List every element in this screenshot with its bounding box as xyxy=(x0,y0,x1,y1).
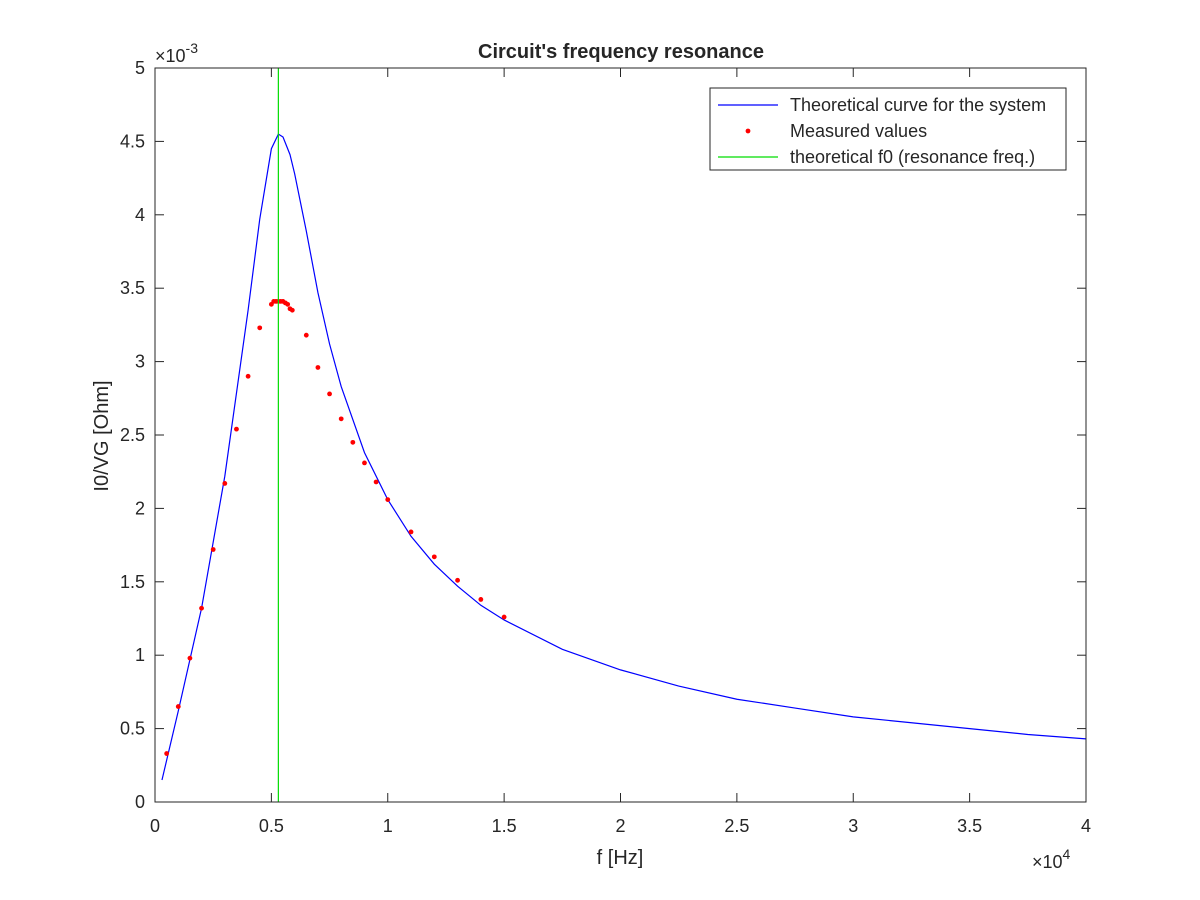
legend-label-resonance-frequency: theoretical f0 (resonance freq.) xyxy=(790,147,1035,167)
data-point xyxy=(385,497,391,502)
y-tick-label: 1.5 xyxy=(120,572,145,592)
y-tick-label: 1 xyxy=(135,645,145,665)
legend-label-measured-values: Measured values xyxy=(790,121,927,141)
data-point xyxy=(303,332,309,338)
data-point xyxy=(327,391,332,397)
x-tick-label: 4 xyxy=(1081,816,1091,836)
y-axis-multiplier-exponent: -3 xyxy=(186,40,199,56)
chart-title: Circuit's frequency resonance xyxy=(478,41,764,63)
y-axis-multiplier: ×10-3 xyxy=(155,40,198,66)
legend: Theoretical curve for the system Measure… xyxy=(709,87,1067,171)
y-tick-label: 2 xyxy=(135,498,145,518)
data-point xyxy=(245,373,251,379)
x-tick-label: 0.5 xyxy=(259,816,284,836)
y-axis-title: I0/VG [Ohm] xyxy=(91,380,113,491)
x-axis-title: f [Hz] xyxy=(597,847,644,869)
legend-label-theoretical-curve: Theoretical curve for the system xyxy=(790,95,1046,115)
y-tick-label: 2.5 xyxy=(120,425,145,445)
x-tick-label: 1.5 xyxy=(492,816,517,836)
data-point xyxy=(478,597,484,602)
y-tick-label: 3 xyxy=(135,352,145,372)
y-axis-multiplier-base: ×10 xyxy=(155,46,186,66)
data-point xyxy=(315,365,321,370)
x-axis-multiplier-exponent: 4 xyxy=(1063,846,1071,862)
plot-area xyxy=(155,68,1086,802)
y-tick-label: 5 xyxy=(135,58,145,78)
legend-box xyxy=(709,87,1067,171)
data-point xyxy=(164,751,170,756)
data-point xyxy=(455,577,460,583)
data-point xyxy=(285,301,291,307)
y-tick-label: 4 xyxy=(135,205,145,225)
legend-swatch-measured-values xyxy=(745,128,751,134)
y-tick-label: 0.5 xyxy=(120,719,145,739)
series-layer xyxy=(161,68,1087,802)
data-point xyxy=(187,655,193,661)
data-point xyxy=(222,481,228,486)
series-measured-values xyxy=(164,299,507,756)
x-tick-label: 3.5 xyxy=(957,816,982,836)
x-axis-multiplier-base: ×10 xyxy=(1032,852,1063,872)
data-point xyxy=(373,479,379,485)
x-tick-label: 1 xyxy=(383,816,393,836)
x-tick-label: 2 xyxy=(615,816,625,836)
data-point xyxy=(234,426,239,432)
data-point xyxy=(408,529,414,535)
data-point xyxy=(257,325,263,331)
series-theoretical-curve-for-the-system xyxy=(161,133,1087,781)
axes-layer: 0 0.5 1 1.5 2 2.5 3 3.5 4 0 0.5 1 1.5 2 2.5 3 3.5 4 4.5 5 xyxy=(120,58,1091,836)
data-point xyxy=(362,460,367,466)
x-axis-multiplier: ×104 xyxy=(1032,846,1071,872)
data-point xyxy=(199,605,204,611)
x-tick-label: 0 xyxy=(150,816,160,836)
y-tick-label: 4.5 xyxy=(120,131,145,151)
data-point xyxy=(350,439,356,445)
y-tick-label: 0 xyxy=(135,792,145,812)
y-tick-label: 3.5 xyxy=(120,278,145,298)
x-tick-label: 2.5 xyxy=(724,816,749,836)
data-point xyxy=(175,704,181,709)
x-tick-label: 3 xyxy=(848,816,858,836)
data-point xyxy=(338,416,344,422)
data-point xyxy=(210,547,216,552)
data-point xyxy=(501,614,507,620)
data-point xyxy=(431,554,437,560)
data-point xyxy=(289,307,295,313)
